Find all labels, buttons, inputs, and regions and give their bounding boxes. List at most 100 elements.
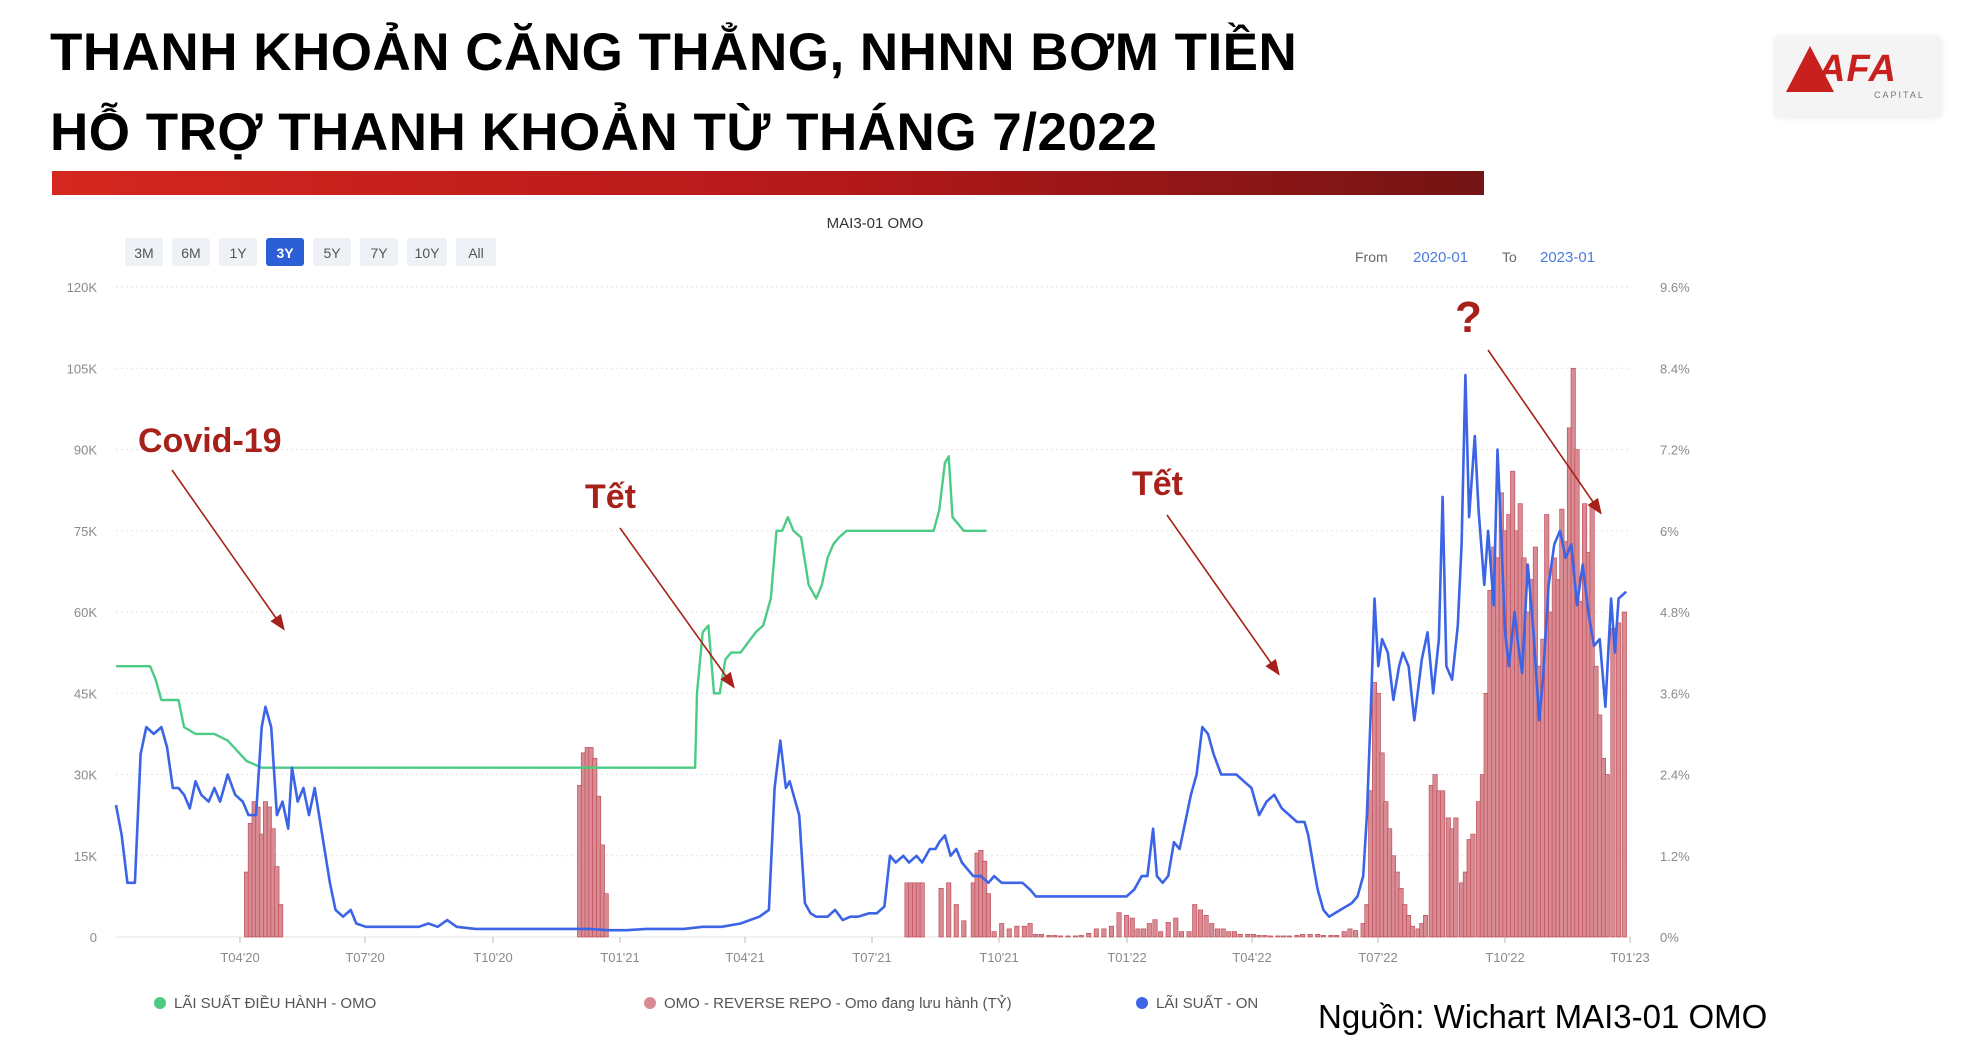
- omo-bar: [1470, 833, 1476, 938]
- range-button-bg: [456, 238, 496, 266]
- range-button-label: 7Y: [370, 245, 388, 261]
- range-button-7y[interactable]: 7Y: [360, 238, 398, 266]
- omo-bar: [1124, 915, 1130, 938]
- omo-bar: [999, 923, 1005, 938]
- y-left-tick-label: 15K: [74, 849, 97, 864]
- omo-bar: [1320, 935, 1326, 938]
- range-button-bg: [172, 238, 210, 266]
- annotation-label: Covid-19: [138, 422, 282, 460]
- y-right-tick-label: 9.6%: [1660, 280, 1690, 295]
- y-right-tick-label: 6%: [1660, 524, 1679, 539]
- annotation-label: Tết: [585, 478, 636, 516]
- y-right-tick-label: 4.8%: [1660, 605, 1690, 620]
- y-left-tick-label: 105K: [67, 361, 98, 376]
- omo-bar: [1621, 611, 1627, 938]
- omo-bar: [1616, 622, 1622, 938]
- chart-lines: [114, 373, 1628, 932]
- legend-item[interactable]: LÃI SUẤT - ON: [1136, 995, 1258, 1012]
- x-tick-label: T01'22: [1107, 950, 1146, 965]
- omo-bar: [1267, 935, 1273, 938]
- omo-bar: [1072, 935, 1078, 938]
- chart-axes: MAI3-01 OMO 0 0% 15K 1.2% 30K 2.4% 45K 3.6% 60K 4.…: [67, 215, 1690, 965]
- omo-bar: [961, 920, 967, 938]
- range-button-5y[interactable]: 5Y: [313, 238, 351, 266]
- legend-marker: [1136, 997, 1148, 1009]
- omo-bar: [1294, 935, 1300, 938]
- omo-bar: [985, 893, 991, 938]
- range-to-value[interactable]: 2023-01: [1540, 249, 1595, 266]
- range-button-1y[interactable]: 1Y: [219, 238, 257, 266]
- omo-bar: [1214, 928, 1220, 938]
- omo-bar: [1006, 928, 1012, 938]
- range-from-value[interactable]: 2020-01: [1413, 249, 1468, 266]
- x-tick-label: T01'21: [600, 950, 639, 965]
- omo-bar: [1065, 935, 1071, 938]
- omo-bar: [1423, 915, 1429, 938]
- y-right-tick-label: 0%: [1660, 930, 1679, 945]
- omo-bar: [1440, 790, 1446, 938]
- range-button-bg: [407, 238, 447, 266]
- range-button-label: 3M: [134, 245, 153, 261]
- omo-bar: [1256, 935, 1262, 938]
- range-button-label: 3Y: [276, 245, 294, 261]
- range-to-label: To: [1502, 249, 1517, 265]
- omo-bar: [1129, 917, 1135, 938]
- omo-bar: [1192, 904, 1198, 938]
- on-rate-line: [114, 373, 1628, 932]
- range-button-label: 6M: [181, 245, 200, 261]
- omo-bar: [1604, 774, 1610, 938]
- annotation-arrow: [1166, 514, 1280, 676]
- legend-item[interactable]: LÃI SUẤT ĐIỀU HÀNH - OMO: [154, 995, 376, 1012]
- range-button-label: All: [468, 245, 484, 261]
- omo-bar: [1203, 915, 1209, 938]
- y-left-tick-label: 30K: [74, 768, 97, 783]
- x-tick-label: T07'21: [852, 950, 891, 965]
- y-right-tick-label: 3.6%: [1660, 686, 1690, 701]
- omo-bar: [1014, 925, 1020, 938]
- range-button-bg: [219, 238, 257, 266]
- omo-bar: [1237, 933, 1243, 938]
- omo-bar: [1275, 935, 1281, 938]
- range-button-all[interactable]: All: [456, 238, 496, 266]
- chart-annotations: Covid-19 Tết Tết?: [138, 293, 1602, 689]
- range-button-bg: [125, 238, 163, 266]
- legend-marker: [154, 997, 166, 1009]
- omo-bar: [1141, 928, 1147, 938]
- range-button-3y[interactable]: 3Y: [266, 238, 304, 266]
- legend-item[interactable]: OMO - REVERSE REPO - Omo đang lưu hành (…: [644, 995, 1012, 1012]
- omo-bar: [1108, 925, 1114, 938]
- omo-bar: [1300, 933, 1306, 938]
- omo-bar: [1086, 932, 1092, 938]
- omo-bar: [1027, 923, 1033, 938]
- chart-title: MAI3-01 OMO: [827, 215, 924, 232]
- omo-bar: [1101, 928, 1107, 938]
- omo-bars: [244, 367, 1627, 938]
- omo-bar: [1038, 933, 1044, 938]
- omo-bar: [1033, 933, 1039, 938]
- y-left-tick-label: 120K: [67, 280, 98, 295]
- range-button-bg: [266, 238, 304, 266]
- legend-label: LÃI SUẤT - ON: [1156, 995, 1258, 1012]
- omo-bar: [1245, 933, 1251, 938]
- omo-bar: [1231, 931, 1237, 938]
- title-underline-bar: [52, 171, 1484, 195]
- omo-bar: [1347, 928, 1353, 938]
- omo-bar: [1078, 935, 1084, 938]
- y-left-tick-label: 45K: [74, 686, 97, 701]
- y-right-tick-label: 1.2%: [1660, 849, 1690, 864]
- range-button-6m[interactable]: 6M: [172, 238, 210, 266]
- legend-marker: [644, 997, 656, 1009]
- omo-bar: [278, 904, 284, 938]
- range-button-label: 1Y: [229, 245, 247, 261]
- x-tick-label: T04'22: [1232, 950, 1271, 965]
- range-button-3m[interactable]: 3M: [125, 238, 163, 266]
- omo-bar: [953, 904, 959, 938]
- omo-bar: [1152, 919, 1158, 938]
- source-note: Nguồn: Wichart MAI3-01 OMO: [1318, 998, 1768, 1035]
- omo-bar: [1197, 909, 1203, 938]
- annotation-label: ?: [1455, 293, 1482, 342]
- omo-bar: [1057, 935, 1063, 938]
- range-button-10y[interactable]: 10Y: [407, 238, 447, 266]
- omo-policy-rate-line: [116, 455, 987, 769]
- range-from-label: From: [1355, 249, 1388, 265]
